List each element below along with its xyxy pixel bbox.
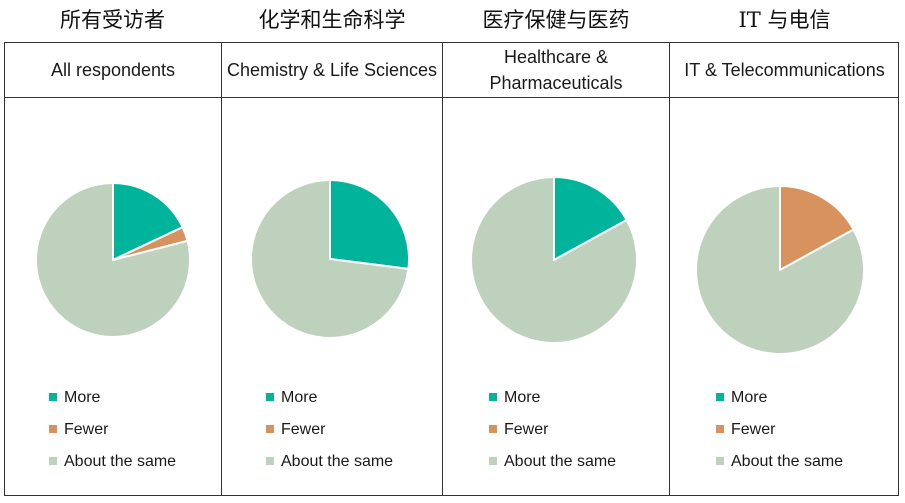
- legend-label: Fewer: [64, 421, 109, 438]
- legend-label: About the same: [504, 453, 617, 470]
- legend-label: About the same: [731, 453, 844, 470]
- legend-item-same: About the same: [716, 451, 843, 473]
- legend-swatch-same: [49, 456, 57, 465]
- legend-label: About the same: [281, 453, 394, 470]
- sector-title: IT & Telecommunications: [684, 59, 885, 80]
- legend-label: Fewer: [504, 421, 549, 438]
- legend-item-fewer: Fewer: [49, 419, 108, 441]
- pie-chart: [695, 185, 865, 355]
- legend-label: About the same: [64, 453, 177, 470]
- sector-title: All respondents: [50, 59, 176, 80]
- column-healthcare-pharmaceuticals: Healthcare & Pharmaceuticals More Fewer …: [442, 42, 669, 496]
- legend-label: Fewer: [731, 421, 776, 438]
- legend-item-more: More: [49, 387, 100, 409]
- legend-swatch-fewer: [266, 424, 274, 433]
- column-all-respondents: All respondents More Fewer About the sam…: [5, 42, 221, 496]
- legend-swatch-fewer: [489, 424, 497, 433]
- legend-swatch-same: [489, 456, 497, 465]
- pie-slice-same: [470, 176, 638, 344]
- legend-swatch-same: [716, 456, 724, 465]
- pie-slice-same: [250, 179, 410, 339]
- legend-item-same: About the same: [266, 451, 393, 473]
- sector-title: Healthcare & Pharmaceuticals: [489, 46, 623, 93]
- legend-label: Fewer: [281, 421, 326, 438]
- legend-swatch-fewer: [49, 424, 57, 433]
- pie-chart: [35, 182, 191, 338]
- legend-item-more: More: [266, 387, 317, 409]
- pie-slice-same: [695, 185, 865, 355]
- sector-title: Chemistry & Life Sciences: [226, 59, 438, 80]
- chinese-title-healthcare: 医疗保健与医药: [482, 8, 630, 32]
- legend-label: More: [64, 389, 101, 406]
- legend-item-same: About the same: [49, 451, 176, 473]
- legend-swatch-fewer: [716, 424, 724, 433]
- legend-item-fewer: Fewer: [489, 419, 548, 441]
- legend-swatch-same: [266, 456, 274, 465]
- legend-label: More: [731, 389, 768, 406]
- legend-item-more: More: [716, 387, 767, 409]
- legend-label: More: [504, 389, 541, 406]
- legend-item-fewer: Fewer: [266, 419, 325, 441]
- pie-slice-more: [553, 176, 628, 261]
- column-chemistry-life-sciences: Chemistry & Life Sciences More Fewer Abo…: [221, 42, 442, 496]
- legend-item-same: About the same: [489, 451, 616, 473]
- legend-swatch-more: [49, 392, 57, 401]
- pie-slice-same: [35, 182, 191, 338]
- header-divider: [4, 97, 899, 98]
- column-it-telecommunications: IT & Telecommunications More Fewer About…: [669, 42, 899, 496]
- legend-swatch-more: [489, 392, 497, 401]
- chinese-title-it: IT 与电信: [738, 8, 831, 32]
- legend-swatch-more: [266, 392, 274, 401]
- pie-chart: [470, 176, 638, 344]
- legend-item-fewer: Fewer: [716, 419, 775, 441]
- pie-slice-more: [112, 182, 184, 261]
- chinese-title-all: 所有受访者: [60, 8, 165, 32]
- pie-slice-more: [329, 179, 410, 270]
- pie-slice-fewer: [779, 185, 855, 271]
- legend-item-more: More: [489, 387, 540, 409]
- table-frame: [4, 42, 899, 496]
- chinese-title-chemistry: 化学和生命科学: [258, 8, 406, 32]
- legend-label: More: [281, 389, 318, 406]
- pie-chart: [250, 179, 410, 339]
- legend-swatch-more: [716, 392, 724, 401]
